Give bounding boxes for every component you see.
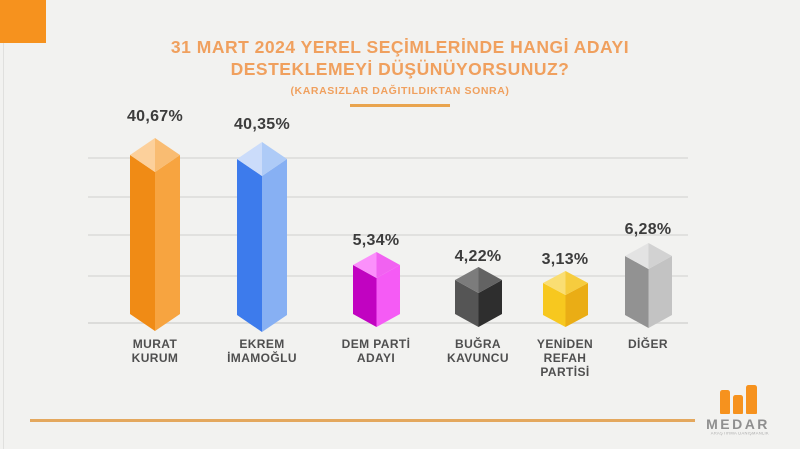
category-label-line: PARTİSİ — [540, 365, 590, 379]
corner-accent-square — [0, 0, 46, 43]
logo-bar-icon — [745, 385, 757, 414]
category-label-line: MURAT — [132, 337, 178, 351]
bar-3d-murat-kurum — [130, 138, 180, 331]
chart-title-line1: 31 MART 2024 YEREL SEÇİMLERİNDE HANGİ AD… — [170, 37, 630, 57]
chart-title-line2: DESTEKLEMEYİ DÜŞÜNÜYORSUNUZ? — [230, 59, 570, 79]
logo-bar-icon — [732, 395, 743, 414]
category-label-ekrem-imamoglu: EKREM İMAMOĞLU — [197, 337, 327, 365]
category-label-line: DEM PARTİ — [341, 337, 411, 351]
category-label-diger: DİĞER — [583, 337, 713, 351]
value-label-murat-kurum: 40,67% — [126, 108, 184, 125]
logo-tagline: ARAŞTIRMA DANIŞMANLIK — [710, 432, 769, 437]
title-underline — [350, 104, 450, 107]
category-label-line: İMAMOĞLU — [227, 351, 297, 365]
gridline-30pct — [88, 196, 688, 198]
category-label-line: YENİDEN — [536, 337, 594, 351]
gridline-baseline — [88, 322, 688, 324]
title-block: 31 MART 2024 YEREL SEÇİMLERİNDE HANGİ AD… — [0, 36, 800, 107]
bar-3d-ekrem-imamoglu — [237, 142, 287, 332]
category-label-murat-kurum: MURAT KURUM — [90, 337, 220, 365]
bar-3d-dem-parti-adayi — [353, 252, 400, 327]
category-label-bugra-kavuncu: BUĞRA KAVUNCU — [413, 337, 543, 365]
category-label-line: EKREM — [239, 337, 285, 351]
category-label-line: REFAH — [543, 351, 587, 365]
gridline-40pct — [88, 157, 688, 159]
value-label-ekrem-imamoglu: 40,35% — [233, 116, 291, 133]
logo-name: MEDAR — [706, 416, 770, 432]
logo-bar-icon — [719, 390, 730, 414]
bar-3d-diger — [625, 243, 672, 328]
category-label-yeniden-refah-partisi: YENİDEN REFAH PARTİSİ — [500, 337, 630, 379]
chart-subtitle: (KARASIZLAR DAĞITILDIKTAN SONRA) — [290, 85, 510, 97]
category-label-line: ADAYI — [356, 351, 396, 365]
category-label-line: KURUM — [131, 351, 179, 365]
category-label-line: DİĞER — [627, 337, 668, 351]
value-label-dem-parti-adayi: 5,34% — [352, 232, 400, 249]
bar-3d-yeniden-refah-partisi — [543, 271, 588, 327]
bar-3d-bugra-kavuncu — [455, 267, 502, 327]
category-label-line: BUĞRA — [455, 337, 501, 351]
gridline-20pct — [88, 234, 688, 236]
value-label-bugra-kavuncu: 4,22% — [454, 248, 502, 265]
medar-logo: MEDAR ARAŞTIRMA DANIŞMANLIK — [698, 384, 778, 438]
category-label-line: KAVUNCU — [447, 351, 509, 365]
category-label-dem-parti-adayi: DEM PARTİ ADAYI — [311, 337, 441, 365]
left-edge-hairline — [3, 43, 4, 449]
medar-logo-bars-icon — [698, 384, 778, 414]
value-label-diger: 6,28% — [624, 221, 672, 238]
value-label-yeniden-refah-partisi: 3,13% — [541, 251, 589, 268]
footer-rule — [30, 419, 695, 422]
